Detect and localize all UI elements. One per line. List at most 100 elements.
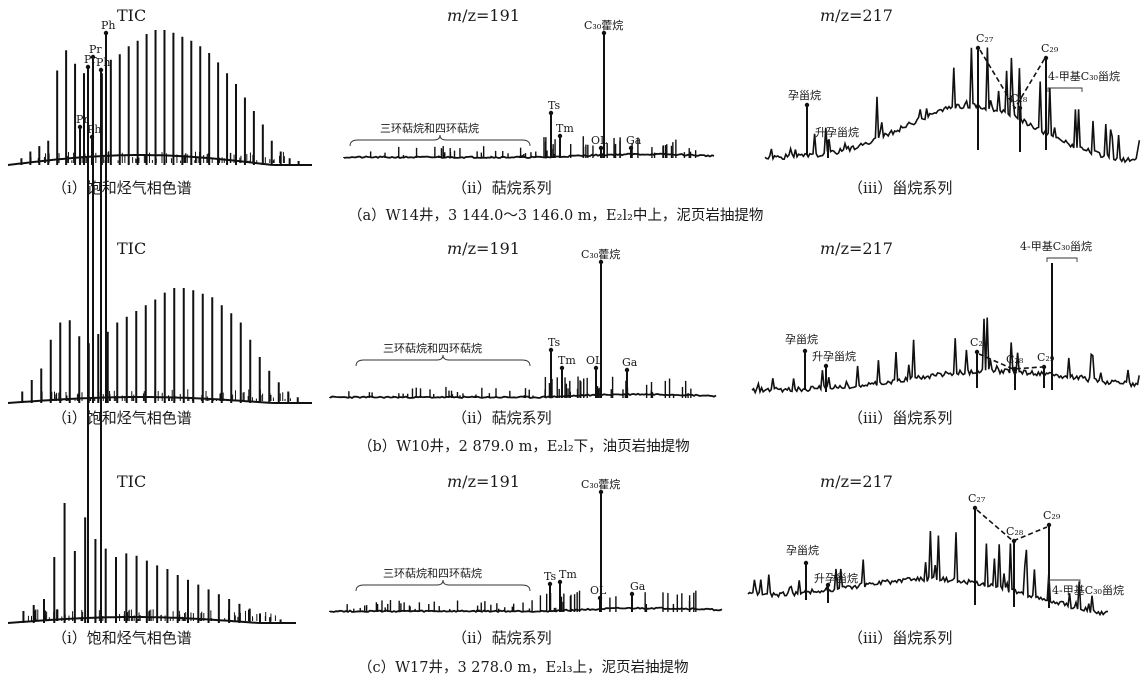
row-caption-b: （b）W10井，2 879.0 m，E₂l₂下，油页岩抽提物	[358, 439, 690, 455]
ts-marker	[548, 347, 554, 353]
tm-label: Tm	[559, 568, 577, 581]
m191-title-a: m/z=191	[447, 6, 520, 25]
ga-label: Ga	[630, 580, 646, 593]
homopregnane-marker	[825, 139, 831, 145]
c27-c29-dashed-line	[979, 49, 1046, 110]
tic-title-c: TIC	[117, 472, 147, 491]
homopregnane-label: 升孕甾烷	[814, 571, 858, 585]
c29-marker	[1041, 364, 1047, 370]
c29-marker	[1043, 55, 1049, 61]
ol-label: OL	[590, 584, 607, 597]
ol-marker	[598, 145, 604, 151]
m217-subcaption-c: （iii）甾烷系列	[848, 629, 953, 647]
pregnane-label: 孕甾烷	[786, 543, 819, 557]
m191-subcaption-b: （ii）萜烷系列	[452, 409, 552, 427]
c29-label: C₂₉	[1037, 351, 1055, 364]
m217-title-b: m/z=217	[820, 239, 893, 258]
tic-chart-a: Pr Ph	[0, 0, 330, 175]
c28-label: C₂₈	[1006, 353, 1024, 366]
tm-marker	[557, 133, 563, 139]
c27-c29-dashed-line	[976, 509, 1048, 542]
ph-marker	[98, 67, 104, 73]
pregnane-marker	[802, 348, 808, 354]
pr-label: Pr	[84, 53, 97, 66]
tm-label: Tm	[556, 122, 574, 135]
m217-trace	[751, 317, 1140, 395]
ts-label: Ts	[544, 570, 557, 583]
c29-label: C₂₉	[1043, 509, 1061, 522]
methyl-c30-label: 4-甲基C₃₀甾烷	[1048, 69, 1120, 83]
c27-marker	[972, 505, 978, 511]
m217-title-a: m/z=217	[820, 6, 893, 25]
pr-label: Pr	[76, 113, 89, 126]
m191-subcaption-a: （ii）萜烷系列	[452, 179, 552, 197]
c29-label: C₂₉	[1041, 42, 1059, 55]
tricyclic-brace	[355, 579, 531, 592]
tm-marker	[557, 579, 563, 585]
homopregnane-marker	[823, 363, 829, 369]
c27-label: C₂₇	[976, 32, 994, 45]
ts-label: Ts	[548, 99, 561, 112]
row-caption-a: （a）W14井，3 144.0～3 146.0 m，E₂l₂中上，泥页岩抽提物	[348, 208, 764, 224]
c27-label: C₂₇	[968, 492, 986, 505]
homopregnane-marker	[825, 582, 831, 588]
tricyclic-label: 三环萜烷和四环萜烷	[383, 341, 482, 355]
ga-label: Ga	[622, 356, 638, 369]
tm-label: Tm	[558, 354, 576, 367]
c30-hopane-marker	[598, 489, 604, 495]
tricyclic-label: 三环萜烷和四环萜烷	[383, 566, 482, 580]
c29-marker	[1046, 522, 1052, 528]
pregnane-label: 孕甾烷	[788, 88, 821, 102]
ts-label: Ts	[548, 336, 561, 349]
ga-marker	[624, 367, 630, 373]
c30-hopane-label: C₃₀藿烷	[584, 18, 623, 32]
ph-label: Ph	[101, 19, 116, 32]
m217-title-c: m/z=217	[820, 472, 893, 491]
homopregnane-label: 升孕甾烷	[815, 125, 859, 139]
c27-marker	[974, 349, 980, 355]
pr-marker	[90, 54, 96, 60]
ph-marker	[103, 30, 109, 36]
m191-subcaption-c: （ii）萜烷系列	[452, 629, 552, 647]
pr-marker	[77, 124, 83, 130]
ga-label: Ga	[626, 134, 642, 147]
tm-marker	[559, 365, 565, 371]
ga-marker	[629, 591, 635, 597]
pr-marker	[85, 64, 91, 70]
ph-label: Ph	[87, 123, 102, 136]
m191-title-b: m/z=191	[447, 239, 520, 258]
m191-baseline	[329, 606, 723, 613]
ph-label: Ph	[96, 56, 111, 69]
c30-hopane-label: C₃₀藿烷	[581, 247, 620, 261]
m217-subcaption-a: （iii）甾烷系列	[848, 179, 953, 197]
methyl-bracket	[1046, 257, 1078, 262]
m217-subcaption-b: （iii）甾烷系列	[848, 409, 953, 427]
pregnane-marker	[803, 560, 809, 566]
methyl-c30-label: 4-甲基C₃₀甾烷	[1052, 583, 1124, 597]
row-caption-c: （c）W17井，3 278.0 m，E₂l₃上，泥页岩抽提物	[358, 660, 689, 676]
c28-marker	[1017, 105, 1023, 111]
pr-label: Pr	[89, 43, 102, 56]
ol-marker	[593, 365, 599, 371]
pregnane-marker	[804, 102, 810, 108]
tic-subcaption-a: （i）饱和烃气相色谱	[52, 179, 192, 197]
m191-title-c: m/z=191	[447, 472, 520, 491]
homopregnane-label: 升孕甾烷	[812, 349, 856, 363]
tricyclic-brace	[355, 354, 531, 367]
c30-hopane-label: C₃₀藿烷	[581, 477, 620, 491]
ts-marker	[547, 581, 553, 587]
ol-label: OL	[586, 354, 603, 367]
c27-marker	[975, 45, 981, 51]
methyl-c30-label: 4-甲基C₃₀甾烷	[1020, 239, 1092, 253]
ga-marker	[628, 145, 634, 151]
tricyclic-label: 三环萜烷和四环萜烷	[380, 121, 479, 135]
methyl-bracket	[1048, 579, 1081, 584]
c28-marker	[1012, 366, 1018, 372]
c30-hopane-marker	[601, 30, 607, 36]
ts-marker	[548, 110, 554, 116]
c27-c29-dashed-line	[978, 353, 1043, 370]
tic-title-b: TIC	[117, 239, 147, 258]
pregnane-label: 孕甾烷	[785, 332, 818, 346]
methyl-bracket	[1047, 87, 1083, 92]
tic-title-a: TIC	[117, 6, 147, 25]
